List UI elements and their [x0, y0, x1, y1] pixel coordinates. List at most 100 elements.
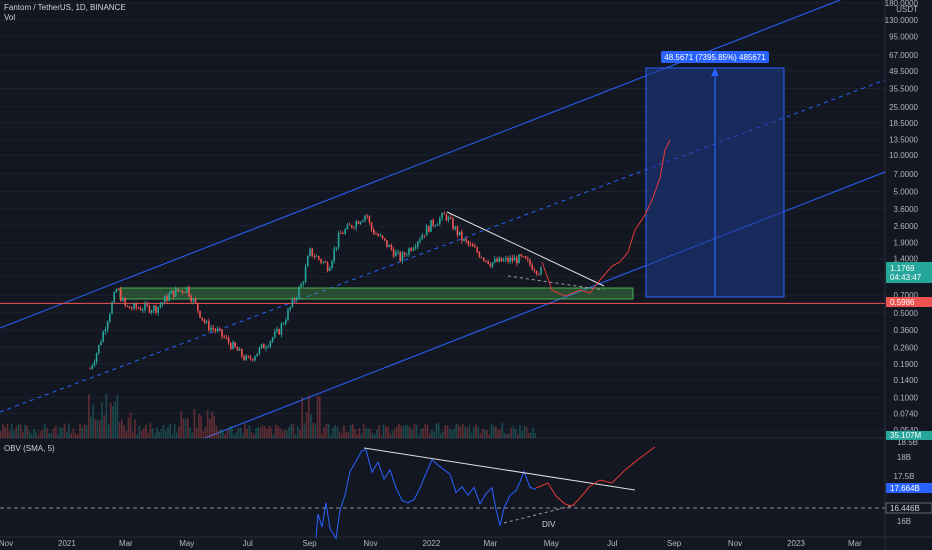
volume-bar [328, 424, 330, 438]
volume-bar [484, 429, 486, 438]
volume-bar [123, 425, 125, 438]
volume-bar [31, 434, 33, 438]
volume-bar [396, 427, 398, 438]
volume-bar [341, 433, 343, 438]
time-tick-label: Nov [363, 539, 377, 548]
time-tick-label: Sep [302, 539, 317, 548]
volume-bar [453, 429, 455, 438]
volume-bar [231, 426, 233, 438]
volume-bar [433, 432, 435, 438]
candle-body [503, 260, 505, 262]
volume-bar [176, 433, 178, 438]
candle-body [237, 347, 239, 351]
candle-body [107, 322, 109, 330]
volume-bar [55, 426, 57, 438]
volume-bar [24, 425, 26, 438]
candle-body [96, 353, 98, 362]
volume-bar [486, 430, 488, 438]
volume-bar [282, 430, 284, 438]
volume-bar [0, 431, 2, 438]
price-tick-label: 1.9000 [894, 239, 919, 248]
candle-body [316, 256, 318, 257]
candle-body [481, 257, 483, 258]
volume-bar [13, 431, 15, 438]
volume-bar [350, 425, 352, 438]
volume-bar [15, 427, 17, 438]
candle-body [327, 263, 329, 271]
volume-bar [75, 433, 77, 438]
candle-body [382, 236, 384, 239]
candle-body [285, 320, 287, 323]
candle-body [289, 307, 291, 310]
volume-bar [398, 424, 400, 438]
time-tick-label: Nov [728, 539, 742, 548]
price-tick-label: 13.5000 [889, 135, 918, 144]
candle-body [151, 311, 153, 313]
candle-body [116, 289, 118, 292]
volume-bar [343, 425, 345, 438]
volume-bar [130, 413, 132, 438]
obv-tick-label: 16B [897, 517, 911, 526]
candle-body [441, 213, 443, 218]
volume-bar [224, 434, 226, 438]
volume-bar [334, 425, 336, 438]
price-tick-label: 0.2600 [894, 343, 919, 352]
volume-bar [275, 425, 277, 438]
volume-bar [416, 425, 418, 438]
volume-bar [418, 435, 420, 438]
volume-bar [202, 431, 204, 438]
candle-body [193, 299, 195, 302]
candle-body [118, 289, 120, 290]
candle-body [485, 260, 487, 261]
candle-body [109, 314, 111, 322]
candle-body [331, 261, 333, 268]
candle-body [318, 256, 320, 259]
volume-bar [64, 424, 66, 438]
candle-body [518, 255, 520, 264]
volume-bar [101, 402, 103, 438]
volume-bar [29, 431, 31, 438]
candle-body [217, 329, 219, 331]
volume-bar [352, 424, 354, 438]
volume-bar [449, 429, 451, 438]
volume-bar [40, 431, 42, 438]
candle-body [494, 259, 496, 262]
volume-bar [321, 434, 323, 438]
candle-body [195, 299, 197, 303]
volume-bar [246, 429, 248, 438]
volume-bar [194, 409, 196, 438]
volume-bar [79, 423, 81, 438]
volume-bar [240, 428, 242, 438]
candle-body [509, 258, 511, 262]
volume-bar [323, 427, 325, 438]
volume-bar [108, 424, 110, 438]
candle-body [487, 261, 489, 264]
volume-bar [57, 434, 59, 438]
price-tick-label: 3.6000 [894, 205, 919, 214]
volume-last-label: 35.107M [890, 431, 921, 440]
volume-bar [139, 426, 141, 438]
volume-bar [147, 433, 149, 438]
candle-body [226, 337, 228, 338]
obv-tick-label: 17.5B [894, 472, 915, 481]
volume-bar [510, 428, 512, 438]
volume-bar [339, 432, 341, 438]
candle-body [294, 299, 296, 300]
volume-bar [273, 435, 275, 438]
volume-bar [95, 419, 97, 438]
volume-bar [515, 429, 517, 438]
volume-bar [136, 435, 138, 438]
candle-body [199, 311, 201, 318]
candle-body [432, 220, 434, 226]
volume-bar [513, 426, 515, 438]
candle-body [531, 265, 533, 270]
candle-body [94, 362, 96, 366]
candle-body [523, 256, 525, 257]
volume-bar [103, 415, 105, 438]
volume-bar [367, 429, 369, 438]
candle-body [496, 259, 498, 262]
candle-body [463, 239, 465, 241]
candle-body [153, 306, 155, 311]
